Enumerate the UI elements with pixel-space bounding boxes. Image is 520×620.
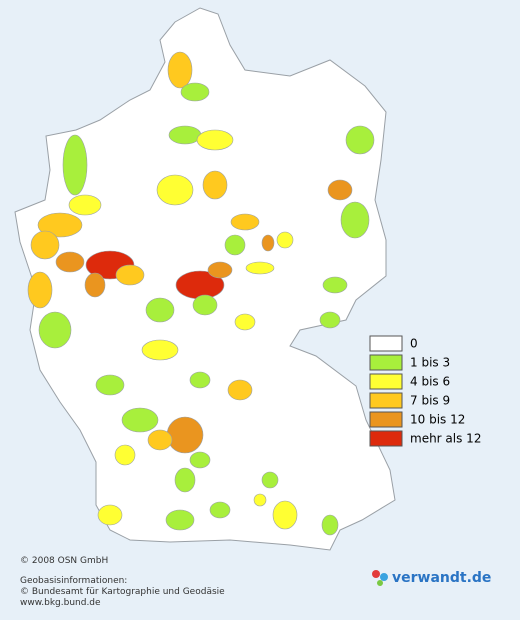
district xyxy=(37,212,83,238)
district xyxy=(166,416,204,454)
source-line: www.bkg.bund.de xyxy=(20,598,101,608)
district xyxy=(97,504,123,526)
logo[interactable]: verwandt.de xyxy=(372,570,491,586)
district xyxy=(261,471,279,489)
legend-label: 4 bis 6 xyxy=(410,375,450,389)
district xyxy=(322,276,348,294)
legend-swatch xyxy=(369,335,403,352)
district xyxy=(84,272,106,298)
district xyxy=(340,201,370,239)
legend-label: 1 bis 3 xyxy=(410,356,450,370)
logo-text[interactable]: verwandt.de xyxy=(392,570,491,586)
district xyxy=(189,451,211,469)
district xyxy=(168,125,202,145)
district xyxy=(234,313,256,331)
district xyxy=(230,213,260,231)
district xyxy=(261,234,275,252)
district xyxy=(27,271,53,309)
copyright: © 2008 OSN GmbH xyxy=(20,556,108,566)
district xyxy=(30,230,60,260)
district xyxy=(141,339,179,361)
district xyxy=(207,261,233,279)
legend-swatch xyxy=(369,411,403,428)
legend-swatch xyxy=(369,430,403,447)
legend-swatch xyxy=(369,373,403,390)
legend-label: mehr als 12 xyxy=(410,432,481,446)
district xyxy=(245,261,275,275)
district xyxy=(196,129,234,151)
legend-label: 10 bis 12 xyxy=(410,413,465,427)
logo-icon xyxy=(377,580,383,586)
districts xyxy=(27,51,375,536)
district xyxy=(224,234,246,256)
district xyxy=(167,51,193,89)
district xyxy=(321,514,339,536)
legend-swatch xyxy=(369,392,403,409)
district xyxy=(174,467,196,493)
district xyxy=(95,374,125,396)
district xyxy=(68,194,102,216)
district xyxy=(276,231,294,249)
district xyxy=(227,379,253,401)
legend-label: 0 xyxy=(410,337,418,351)
district xyxy=(202,170,228,200)
district xyxy=(180,82,210,102)
source-line: © Bundesamt für Kartographie und Geodäsi… xyxy=(20,587,225,597)
logo-icon xyxy=(372,570,380,578)
logo-icon xyxy=(380,573,388,581)
district xyxy=(145,297,175,323)
district xyxy=(114,444,136,466)
legend-swatch xyxy=(369,354,403,371)
district xyxy=(189,371,211,389)
legend: 0 1 bis 3 4 bis 6 7 bis 9 10 bis 12 mehr als … xyxy=(369,335,481,447)
source-line: Geobasisinformationen: xyxy=(20,576,127,586)
district xyxy=(272,500,298,530)
legend-label: 7 bis 9 xyxy=(410,394,450,408)
district xyxy=(38,311,72,349)
district xyxy=(345,125,375,155)
district xyxy=(319,311,341,329)
district xyxy=(147,429,173,451)
district xyxy=(55,251,85,273)
district xyxy=(115,264,145,286)
district xyxy=(62,134,88,196)
district xyxy=(327,179,353,201)
district xyxy=(192,294,218,316)
district xyxy=(165,509,195,531)
district xyxy=(209,501,231,519)
district xyxy=(121,407,159,433)
district xyxy=(253,493,267,507)
district xyxy=(156,174,194,206)
